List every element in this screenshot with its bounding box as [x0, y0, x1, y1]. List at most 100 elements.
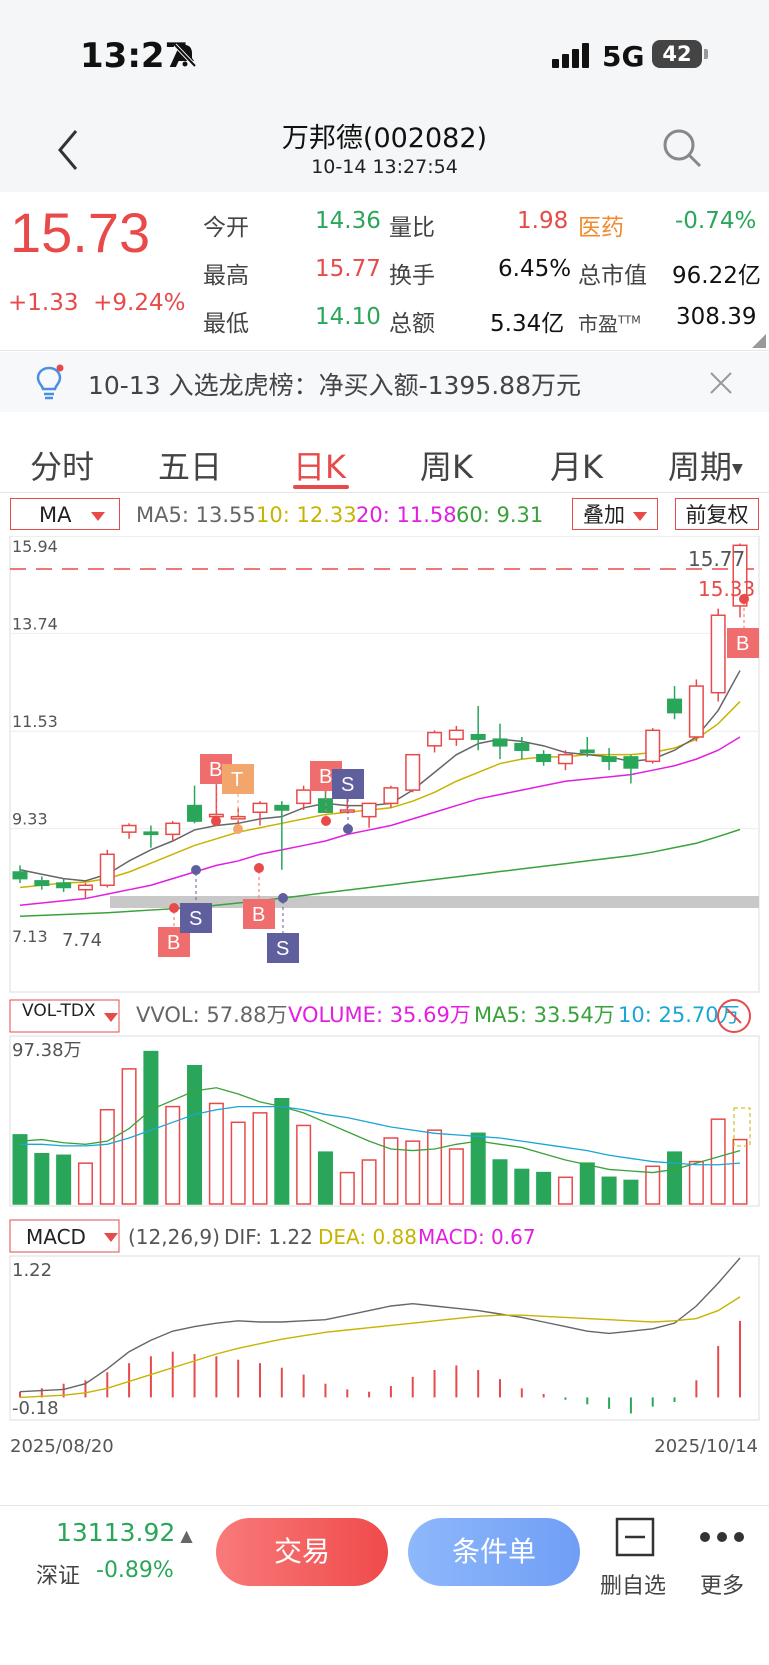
volume-bar	[34, 1152, 50, 1205]
tab-intraday[interactable]: 分时	[30, 448, 95, 486]
candle-body	[427, 731, 443, 747]
volume-bar	[77, 1162, 93, 1205]
expand-icon	[717, 999, 751, 1033]
remove-watchlist-label[interactable]: 删自选	[600, 1574, 667, 1599]
nav-bar	[0, 110, 769, 192]
volume-bar	[405, 1140, 421, 1205]
volume-bar	[601, 1176, 617, 1205]
svg-text:S: S	[276, 938, 289, 960]
volume-bar	[688, 1160, 704, 1205]
candle-body	[317, 798, 333, 813]
candle-body	[34, 880, 50, 887]
more-icon[interactable]	[698, 1530, 746, 1544]
low-label: 最低	[203, 311, 249, 337]
open-value: 14.36	[315, 208, 381, 234]
volume-bar	[252, 1112, 268, 1205]
remove-watchlist-icon[interactable]	[614, 1516, 656, 1558]
tab-five-day[interactable]: 五日	[158, 448, 223, 486]
lightbulb-icon	[36, 364, 64, 400]
candle-body	[339, 809, 355, 813]
volume-bar	[579, 1162, 595, 1205]
vol-ma5-legend: MA5: 33.54万	[474, 1003, 615, 1027]
price-axis-label: 9.33	[12, 810, 48, 829]
ma20-legend: 20: 11.58	[356, 503, 457, 527]
candle-body	[296, 789, 312, 805]
close-icon[interactable]	[708, 370, 734, 396]
candle-body	[383, 787, 399, 805]
svg-text:B: B	[209, 759, 222, 781]
ma-select[interactable]: MA	[10, 498, 120, 530]
trade-button[interactable]: 交易	[216, 1518, 388, 1586]
candle-body	[557, 753, 573, 765]
low-value: 14.10	[315, 304, 381, 330]
volume-bar	[492, 1159, 508, 1205]
more-label[interactable]: 更多	[700, 1574, 745, 1599]
index-change: -0.89%	[96, 1558, 174, 1583]
turnover-value: 6.45%	[498, 256, 572, 282]
expand-corner-icon[interactable]	[752, 334, 766, 348]
volume-panel-frame	[9, 1035, 760, 1207]
pe-label: 市盈TTM	[578, 312, 641, 336]
quote-timestamp: 10-14 13:27:54	[311, 156, 458, 178]
amount-value: 5.34亿	[490, 311, 565, 337]
condition-order-button[interactable]: 条件单	[408, 1518, 580, 1586]
bottom-bar	[0, 1505, 769, 1665]
candle-body	[252, 802, 268, 813]
macd-select-frame	[9, 1219, 120, 1253]
pe-value: 308.39	[676, 304, 757, 330]
search-icon[interactable]	[660, 126, 704, 170]
adjust-button[interactable]: 前复权	[675, 498, 759, 530]
candle-body	[645, 729, 661, 763]
index-name[interactable]: 深证	[36, 1564, 81, 1589]
divider	[0, 492, 769, 493]
stock-title: 万邦德(002082)	[281, 123, 488, 154]
candle-body	[514, 742, 530, 752]
volume-bar	[165, 1105, 181, 1205]
sell-marker: S	[180, 865, 212, 933]
tab-monthly-k[interactable]: 月K	[550, 448, 603, 486]
candle-body	[165, 822, 181, 836]
last-price: 15.73	[10, 201, 151, 264]
svg-text:B: B	[319, 766, 332, 788]
price-axis-label: 7.13	[12, 927, 48, 946]
period-tabs: 分时 五日 日K 周K 月K 周期▼	[0, 422, 769, 492]
battery-icon: 42	[652, 40, 702, 68]
index-value[interactable]: 13113.92 ▲	[56, 1518, 193, 1547]
trade-markers: B S B T B S B S B	[158, 594, 759, 963]
notice-bar[interactable]	[0, 352, 769, 412]
notice-text[interactable]: 10-13 入选龙虎榜：净买入额-1395.88万元	[88, 371, 581, 400]
bell-muted-icon	[173, 43, 197, 68]
high-value: 15.77	[315, 256, 381, 282]
volume-bar	[12, 1134, 28, 1205]
candle-body	[470, 734, 486, 740]
ma5-legend: MA5: 13.55	[136, 503, 256, 527]
candle-body	[361, 802, 377, 818]
vol-select: VOL-TDX	[22, 1001, 96, 1021]
date-end: 2025/10/14	[654, 1436, 758, 1457]
overlay-select[interactable]: 叠加	[572, 498, 658, 530]
volume-bar	[274, 1097, 290, 1205]
svg-text:T: T	[231, 769, 243, 791]
sector-name[interactable]: 医药	[578, 215, 624, 241]
dif-line	[19, 1257, 741, 1393]
candle-body	[99, 853, 115, 887]
candle-body	[579, 749, 595, 754]
chevron-down-icon	[104, 1013, 118, 1022]
volume-bar	[448, 1148, 464, 1205]
buy-marker: B	[158, 903, 190, 957]
tab-daily-k[interactable]: 日K	[293, 448, 346, 486]
turnover-label: 换手	[389, 263, 435, 289]
divider	[0, 350, 769, 351]
tab-weekly-k[interactable]: 周K	[420, 448, 473, 486]
price-axis-label: 11.53	[12, 712, 58, 731]
tab-period[interactable]: 周期▼	[668, 448, 743, 486]
vol-ratio-label: 量比	[389, 215, 435, 241]
vol-ma5-line	[19, 1087, 741, 1174]
candle-body	[710, 614, 726, 694]
svg-text:B: B	[167, 932, 180, 954]
candle-body	[623, 756, 639, 769]
back-arrow-icon[interactable]	[50, 125, 86, 175]
price-axis-label: 15.94	[12, 537, 58, 556]
signal-icon	[552, 42, 592, 68]
